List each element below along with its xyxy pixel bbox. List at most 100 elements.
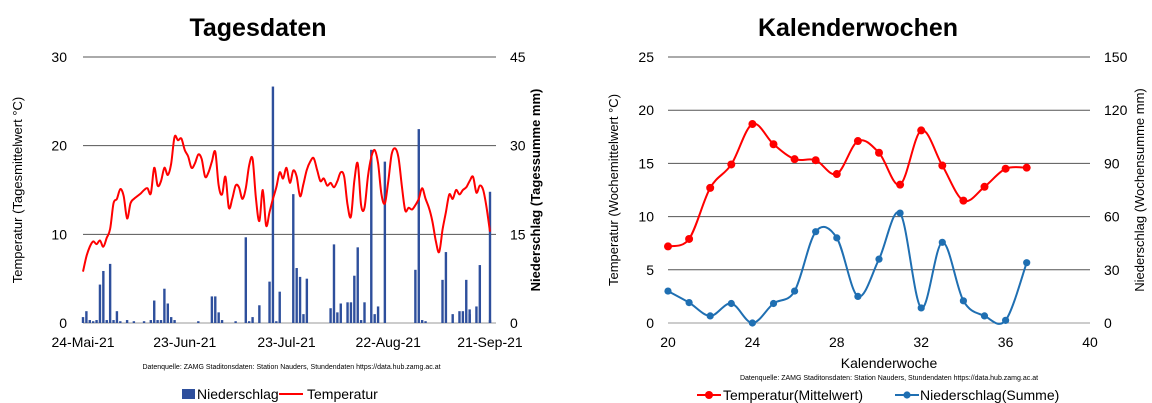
chart2-temperature-point [959, 196, 968, 205]
chart2-temperature-point [727, 160, 736, 169]
chart1-precip-bar [217, 312, 220, 323]
chart2-ytick-label: 20 [638, 102, 654, 118]
chart2-temperature-point [832, 170, 841, 179]
chart1-precip-bar [451, 314, 454, 323]
chart1-ytick-label: 20 [51, 138, 67, 154]
chart1-precip-bar [142, 321, 146, 323]
chart2-y2tick-label: 60 [1104, 209, 1120, 225]
chart1-precip-bar [156, 320, 159, 323]
chart1-y2tick-label: 0 [510, 315, 518, 331]
chart1-precip-bar [108, 263, 112, 323]
chart1-precip-bar [81, 317, 85, 323]
chart2-temperature-point [1022, 163, 1031, 172]
chart1-precip-bar [478, 265, 482, 323]
chart1-precip-bar [169, 317, 173, 323]
chart1-precip-bar [247, 321, 251, 323]
chart1-legend-swatch-precip [182, 389, 195, 399]
chart1-precip-bar [417, 129, 420, 323]
chart1-precip-bar [149, 320, 153, 323]
chart1-precip-bar [295, 268, 298, 323]
chart1-legend-precip: Niederschlag [197, 386, 279, 402]
chart1-ylabel: Temperatur (Tagesmittelwert °C) [10, 97, 25, 284]
chart2-temperature-point [980, 182, 989, 191]
chart2-ytick-label: 25 [638, 49, 654, 65]
chart1-legend-temp: Temperatur [307, 386, 378, 402]
chart2-precip-point [1023, 259, 1031, 267]
chart2-ytick-label: 15 [638, 155, 654, 171]
chart2-temperature-point [664, 242, 672, 251]
chart2-precip-point [980, 312, 989, 320]
chart1-precip-bar [461, 311, 465, 323]
chart2-y2label: Niederschlag (Wochensumme mm) [1132, 88, 1147, 292]
chart1-precip-bar [258, 305, 261, 323]
chart2-legend-marker-temp [705, 391, 713, 399]
chart1-precip-bar [305, 278, 309, 323]
chart1-y2tick-label: 15 [510, 226, 526, 242]
chart1-precip-bar [112, 320, 115, 323]
chart2-y2tick-label: 120 [1104, 102, 1128, 118]
chart2-temperature-point [685, 234, 694, 243]
chart1-precip-bar [102, 270, 105, 323]
chart1-precip-bar [173, 320, 176, 323]
chart1-precip-bar [88, 320, 91, 323]
chart2-precip-point [685, 299, 693, 307]
chart1-precip-bar [210, 296, 214, 323]
chart1-precip-bar [475, 306, 478, 323]
chart1-ytick-label: 10 [51, 226, 67, 242]
chart1-precip-bar [166, 303, 169, 323]
chart2-xtick-label: 28 [829, 334, 845, 350]
chart1-precip-bar [244, 237, 247, 323]
chart1-precip-bar [329, 308, 332, 323]
chart1-precip-bar [125, 320, 129, 323]
chart1-precip-bar [488, 191, 492, 323]
chart2-legend-temp: Temperatur(Mittelwert) [723, 387, 863, 403]
chart1-xtick-label: 21-Sep-21 [457, 334, 523, 350]
chart2-temperature-point [748, 120, 757, 129]
chart2-precip-point [727, 299, 735, 308]
chart2-xtick-label: 32 [913, 334, 929, 350]
chart1-precip-bar [353, 275, 356, 323]
chart2-precip-point [1002, 316, 1010, 324]
chart1-precip-bar [251, 317, 254, 323]
chart2-precip-point [833, 234, 841, 242]
chart2-precip-point [938, 238, 946, 246]
chart1-precip-bar [298, 276, 302, 323]
chart2-precip-point [959, 297, 968, 305]
chart2-legend-precip: Niederschlag(Summe) [920, 387, 1059, 403]
chart2-xtick-label: 20 [660, 334, 676, 350]
chart1-ytick-label: 0 [59, 315, 67, 331]
chart1-precip-bar [332, 244, 336, 323]
chart1-precip-bar [91, 321, 95, 323]
chart1-precip-bar [85, 311, 88, 323]
chart2-temperature-point [706, 183, 715, 192]
chart2-xlabel: Kalenderwoche [841, 355, 938, 371]
chart2-precip-point [791, 287, 799, 295]
chart1-precip-bar [336, 312, 339, 323]
chart1-precip-bar [346, 302, 349, 323]
chart2-legend-marker-precip [903, 391, 911, 399]
chart1-precip-bar [214, 296, 217, 323]
chart1-y2label: Niederschlag (Tagessumme mm) [528, 89, 543, 292]
chart2-y2tick-label: 0 [1104, 315, 1112, 331]
chart1-precip-bar [349, 302, 353, 323]
chart2-temperature-point [853, 137, 862, 146]
chart2-y2tick-label: 90 [1104, 155, 1120, 171]
chart2-temperature-point [790, 155, 799, 164]
chart1-precip-bar [220, 320, 224, 323]
chart2-ytick-label: 5 [646, 262, 654, 278]
chart2-precip-point [854, 292, 862, 300]
chart1-precip-bar [356, 247, 359, 323]
chart1-xtick-label: 23-Jul-21 [257, 334, 316, 350]
chart2-precip-point [664, 287, 672, 295]
chart1-precip-bar [163, 288, 166, 323]
chart2-temperature-point [917, 126, 926, 135]
chart1-ytick-label: 30 [51, 49, 67, 65]
chart1-precip-bar [383, 161, 387, 323]
chart1-y2tick-label: 45 [510, 49, 526, 65]
chart1-precip-bar [98, 284, 102, 323]
chart1-precip-bar [441, 279, 444, 323]
chart2-ytick-label: 0 [646, 315, 654, 331]
chart1-precip-bar [115, 311, 119, 323]
chart2-temperature-point [896, 180, 905, 189]
chart2-y2tick-label: 150 [1104, 49, 1128, 65]
